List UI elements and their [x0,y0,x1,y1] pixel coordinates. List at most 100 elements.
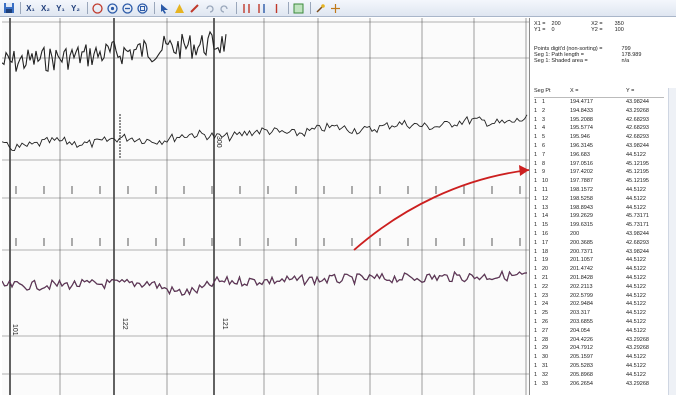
digitize-icon[interactable] [173,2,186,15]
log-trace-middle [2,114,528,151]
cell-n: 8 [542,160,546,167]
cell-y: 43.29268 [626,345,649,352]
shaded-area-value: n/a [621,58,630,64]
cell-n: 1 [542,99,546,105]
table-row[interactable]: 1 14 199.2629 45.73171 [534,212,664,220]
cell-n: 33 [542,380,549,387]
table-row[interactable]: 1 8 197.0516 45.12195 [534,160,664,168]
cell-x: 197.4202 [570,169,593,176]
table-row[interactable]: 1 27 204.054 44.5122 [534,327,664,335]
table-row[interactable]: 1 11 198.1572 44.5122 [534,186,664,194]
table-row[interactable]: 1 30 205.1597 44.5122 [534,353,664,361]
table-row[interactable]: 1 9 197.4202 45.12195 [534,168,664,176]
cell-x: 204.7912 [570,345,593,352]
cell-n: 16 [542,231,549,237]
cell-y: 44.5122 [626,266,646,273]
table-row[interactable]: 1 1 194.4717 43.98244 [534,98,664,106]
cell-n: 15 [542,222,549,229]
crosshair-icon[interactable] [329,2,342,15]
set-x2-button[interactable]: X₂ [41,3,50,13]
table-row[interactable]: 1 26 203.6855 44.5122 [534,318,664,326]
digitized-curve [2,270,528,296]
image-icon[interactable] [292,2,305,15]
table-row[interactable]: 1 13 198.8943 44.5122 [534,204,664,212]
cell-seg: 1 [534,310,538,317]
table-row[interactable]: 1 6 196.3145 43.98244 [534,142,664,150]
sort-path-icon[interactable] [270,2,283,15]
zoom-fit-icon[interactable] [106,2,119,15]
table-row[interactable]: 1 22 202.2113 44.5122 [534,283,664,291]
cell-y: 44.5122 [626,319,646,325]
toolbar-separator [87,2,88,14]
cell-x: 201.8428 [570,275,593,281]
cell-n: 22 [542,283,549,290]
save-icon[interactable] [2,2,15,15]
table-row[interactable]: 1 5 195.946 42.68293 [534,133,664,141]
sort-y-icon[interactable] [255,2,268,15]
table-row[interactable]: 1 28 204.4226 43.29268 [534,336,664,344]
cell-y: 43.98244 [626,143,649,149]
table-row[interactable]: 1 21 201.8428 44.5122 [534,274,664,282]
table-row[interactable]: 1 12 198.5258 44.5122 [534,195,664,203]
cell-n: 23 [542,292,549,299]
redo-icon[interactable] [218,2,231,15]
table-row[interactable]: 1 31 205.5283 44.5122 [534,362,664,370]
table-row[interactable]: 1 23 202.5799 44.5122 [534,292,664,300]
table-row[interactable]: 1 4 195.5774 42.68293 [534,124,664,132]
pointer-icon[interactable] [158,2,171,15]
cell-seg: 1 [534,134,538,141]
set-y2-button[interactable]: Y₂ [71,3,80,13]
table-row[interactable]: 1 7 196.683 44.5122 [534,151,664,159]
zoom-out-icon[interactable] [121,2,134,15]
cell-x: 205.8968 [570,371,593,378]
annotation-arrowhead [519,165,529,176]
table-row[interactable]: 1 20 201.4742 44.5122 [534,265,664,273]
sort-x-icon[interactable] [240,2,253,15]
cell-n: 18 [542,248,549,255]
undo-icon[interactable] [203,2,216,15]
set-x1-button[interactable]: X₁ [26,3,35,13]
cell-x: 201.1057 [570,257,593,264]
cell-seg: 1 [534,169,538,176]
cell-n: 3 [542,116,546,123]
cell-seg: 1 [534,195,538,202]
x2-value: 350 [614,21,624,27]
table-row[interactable]: 1 15 199.6315 45.73171 [534,221,664,229]
cell-x: 195.946 [570,134,590,141]
cell-y: 44.5122 [626,283,646,290]
cell-n: 25 [542,310,549,317]
cell-n: 29 [542,345,549,352]
table-row[interactable]: 1 3 195.2088 42.68293 [534,116,664,124]
table-row[interactable]: 1 29 204.7912 43.29268 [534,344,664,352]
table-scrollbar[interactable] [668,88,676,395]
toolbar-separator [236,2,237,14]
table-row[interactable]: 1 33 206.2654 43.29268 [534,380,664,388]
pen-icon[interactable] [188,2,201,15]
cell-n: 11 [542,187,548,193]
table-row[interactable]: 1 25 203.317 44.5122 [534,309,664,317]
cell-seg: 1 [534,380,538,387]
header-y: Y = [626,88,635,94]
cell-x: 195.2088 [570,116,593,123]
magic-wand-icon[interactable] [314,2,327,15]
cell-y: 43.98244 [626,231,649,237]
depth-label-122: 122 [121,318,128,330]
table-row[interactable]: 1 2 194.8433 43.29268 [534,107,664,115]
cell-y: 42.68293 [626,239,649,246]
table-row[interactable]: 1 32 205.8968 44.5122 [534,371,664,379]
table-row[interactable]: 1 19 201.1057 44.5122 [534,256,664,264]
table-row[interactable]: 1 18 200.7371 43.98244 [534,248,664,256]
image-canvas[interactable]: 300 122 121 101 [2,18,530,395]
table-row[interactable]: 1 24 202.9484 44.5122 [534,300,664,308]
table-row[interactable]: 1 10 197.7887 45.12195 [534,177,664,185]
zoom-in-icon[interactable] [91,2,104,15]
set-y1-button[interactable]: Y₁ [56,3,65,13]
table-row[interactable]: 1 16 200 43.98244 [534,230,664,238]
cell-seg: 1 [534,187,538,193]
table-row[interactable]: 1 17 200.3685 42.68293 [534,239,664,247]
cell-seg: 1 [534,204,538,211]
zoom-reset-icon[interactable] [136,2,149,15]
cell-x: 203.6855 [570,319,593,325]
cell-x: 198.5258 [570,195,593,202]
cell-x: 196.683 [570,151,590,158]
